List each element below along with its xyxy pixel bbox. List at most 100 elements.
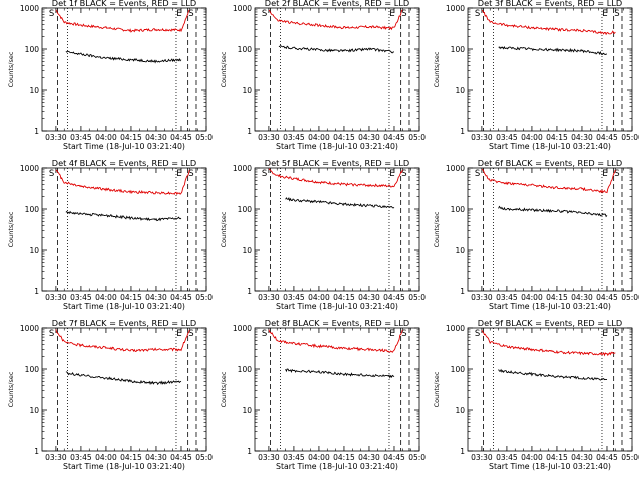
x-tick-label: 04:15 [546, 293, 568, 302]
x-tick-label: 03:45 [70, 293, 92, 302]
plot-frame [467, 327, 633, 452]
y-tick-label: 100 [25, 45, 40, 54]
x-tick-label: 05:00 [408, 293, 426, 302]
x-tick-label: 05:00 [195, 453, 213, 462]
series-lld-line [481, 10, 616, 36]
event-marker-s: S [475, 9, 480, 19]
event-marker-s: S [614, 169, 619, 179]
x-tick-label: 03:45 [496, 453, 518, 462]
x-tick-label: 04:30 [358, 453, 380, 462]
event-marker-e: E [389, 9, 394, 19]
x-axis-label: Start Time (18-Jul-10 03:21:40) [489, 142, 611, 151]
x-tick-label: 04:30 [145, 453, 167, 462]
x-tick-label: 04:30 [145, 293, 167, 302]
y-tick-label: 10 [455, 406, 465, 415]
x-axis-label: Start Time (18-Jul-10 03:21:40) [489, 302, 611, 311]
x-tick-label: 05:00 [195, 133, 213, 142]
y-axis-label: Counts/sec [220, 211, 228, 247]
y-tick-label: 10 [242, 86, 252, 95]
series-events-line [498, 205, 608, 218]
y-tick-label: 100 [238, 45, 253, 54]
x-tick-label: 04:30 [358, 293, 380, 302]
event-marker-s: S [49, 169, 54, 179]
x-tick-label: 03:30 [471, 293, 493, 302]
chart-title: Det 8f BLACK = Events, RED = LLD [265, 320, 409, 328]
y-tick-label: 1 [247, 447, 252, 456]
event-marker-e: E [389, 329, 394, 339]
chart-title: Det 6f BLACK = Events, RED = LLD [478, 160, 622, 168]
chart-det-6: Det 6f BLACK = Events, RED = LLD 1 10 100 10… [433, 160, 639, 311]
series-lld-line [55, 9, 190, 33]
series-events-line [498, 368, 608, 381]
chart-det-5: Det 5f BLACK = Events, RED = LLD 1 10 100 10… [220, 160, 426, 311]
x-tick-label: 03:45 [70, 133, 92, 142]
event-marker-e: E [602, 329, 607, 339]
chart-det-2: Det 2f BLACK = Events, RED = LLD 1 10 100 10… [220, 0, 426, 151]
x-tick-label: 04:15 [333, 293, 355, 302]
y-tick-label: 1 [34, 127, 39, 136]
series-events-line [285, 197, 395, 209]
x-tick-label: 03:30 [471, 133, 493, 142]
chart-title: Det 4f BLACK = Events, RED = LLD [52, 160, 196, 168]
x-axis-label: Start Time (18-Jul-10 03:21:40) [489, 462, 611, 471]
y-tick-label: 10 [29, 246, 39, 255]
x-tick-label: 03:45 [283, 133, 305, 142]
chart-det-4: Det 4f BLACK = Events, RED = LLD 1 10 100 10… [7, 160, 213, 311]
x-axis-label: Start Time (18-Jul-10 03:21:40) [63, 302, 185, 311]
y-tick-label: 1000 [446, 4, 465, 13]
plot-frame [254, 327, 420, 452]
y-tick-label: 10 [242, 246, 252, 255]
y-tick-label: 10 [455, 246, 465, 255]
x-tick-label: 04:30 [571, 133, 593, 142]
x-tick-label: 05:00 [195, 293, 213, 302]
x-tick-label: 05:00 [621, 133, 639, 142]
x-tick-label: 03:30 [45, 293, 67, 302]
x-tick-label: 04:15 [333, 453, 355, 462]
series-lld-line [268, 329, 403, 353]
x-tick-label: 05:00 [621, 293, 639, 302]
x-axis-label: Start Time (18-Jul-10 03:21:40) [63, 142, 185, 151]
x-tick-label: 03:45 [70, 453, 92, 462]
chart-title: Det 7f BLACK = Events, RED = LLD [52, 320, 196, 328]
x-tick-label: 04:45 [383, 133, 405, 142]
series-lld-line [55, 329, 190, 353]
y-tick-label: 100 [25, 205, 40, 214]
x-tick-label: 04:00 [308, 133, 330, 142]
x-tick-label: 04:45 [596, 133, 618, 142]
x-tick-label: 04:15 [120, 453, 142, 462]
x-tick-label: 04:00 [308, 293, 330, 302]
chart-det-8: Det 8f BLACK = Events, RED = LLD 1 10 100 10… [220, 320, 426, 471]
event-marker-s: S [614, 9, 619, 19]
event-marker-s: S [475, 329, 480, 339]
series-events-line [278, 45, 394, 54]
x-tick-label: 04:45 [596, 293, 618, 302]
y-axis-label: Counts/sec [7, 211, 15, 247]
x-tick-label: 04:45 [383, 293, 405, 302]
event-marker-e: E [176, 9, 181, 19]
y-tick-label: 100 [238, 365, 253, 374]
x-tick-label: 05:00 [408, 133, 426, 142]
y-tick-label: 1 [34, 287, 39, 296]
event-marker-e: E [602, 9, 607, 19]
x-tick-label: 03:30 [258, 453, 280, 462]
x-tick-label: 03:45 [283, 293, 305, 302]
x-tick-label: 04:15 [120, 293, 142, 302]
x-tick-label: 04:30 [358, 133, 380, 142]
event-marker-s: S [401, 169, 406, 179]
y-tick-label: 100 [25, 365, 40, 374]
x-tick-label: 04:00 [95, 293, 117, 302]
series-events-line [65, 50, 182, 64]
x-tick-label: 04:00 [521, 293, 543, 302]
x-tick-label: 04:45 [170, 133, 192, 142]
y-tick-label: 100 [451, 205, 466, 214]
chart-title: Det 5f BLACK = Events, RED = LLD [265, 160, 409, 168]
x-tick-label: 04:45 [170, 453, 192, 462]
x-tick-label: 03:30 [258, 133, 280, 142]
chart-det-3: Det 3f BLACK = Events, RED = LLD 1 10 100 10… [433, 0, 639, 151]
y-tick-label: 100 [238, 205, 253, 214]
y-axis-label: Counts/sec [433, 51, 441, 87]
plot-frame [467, 167, 633, 292]
x-tick-label: 04:30 [571, 453, 593, 462]
y-tick-label: 100 [451, 365, 466, 374]
